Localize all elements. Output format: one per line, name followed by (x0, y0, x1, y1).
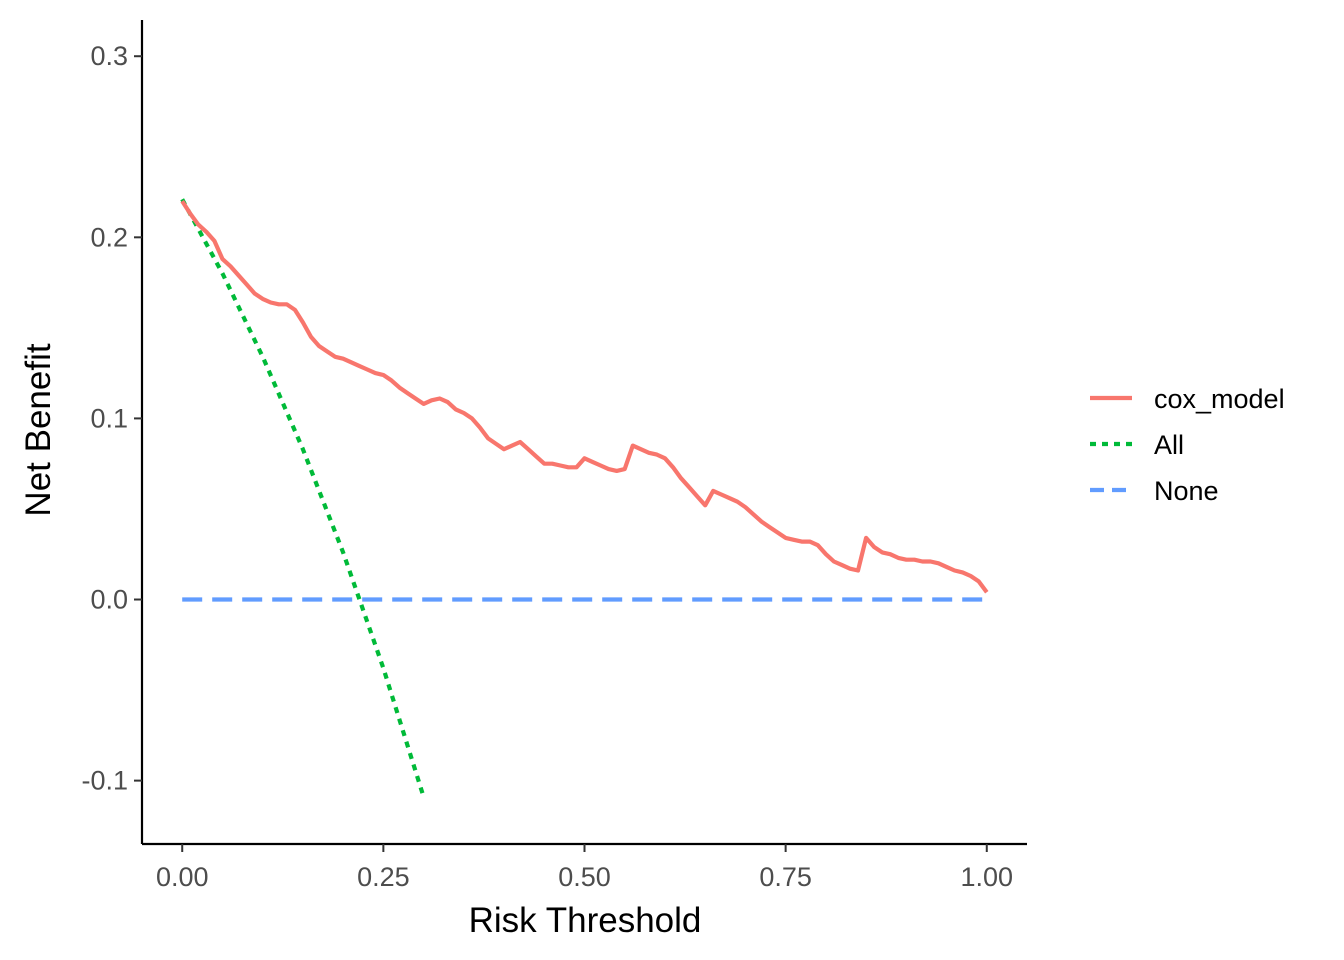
x-tick-label: 1.00 (960, 862, 1013, 892)
y-tick-label: -0.1 (81, 766, 128, 796)
x-axis-ticks: 0.00 0.25 0.50 0.75 1.00 (156, 844, 1013, 892)
series-line-cox-model (180, 199, 989, 594)
legend-label-cox-model: cox_model (1154, 384, 1285, 414)
series-line-all (180, 198, 426, 798)
y-tick-label: 0.1 (90, 403, 128, 433)
y-tick-label: 0.3 (90, 41, 128, 71)
x-tick-label: 0.75 (759, 862, 812, 892)
legend: cox_model All None (1090, 384, 1285, 506)
y-axis-ticks: -0.1 0.0 0.1 0.2 0.3 (81, 41, 142, 796)
x-tick-label: 0.25 (357, 862, 410, 892)
y-tick-label: 0.0 (90, 585, 128, 615)
x-axis-title: Risk Threshold (469, 901, 702, 940)
x-tick-label: 0.00 (156, 862, 209, 892)
plot-area (180, 198, 989, 798)
legend-label-all: All (1154, 430, 1184, 460)
y-axis-title: Net Benefit (19, 343, 58, 516)
x-tick-label: 0.50 (558, 862, 611, 892)
legend-label-none: None (1154, 476, 1219, 506)
y-tick-label: 0.2 (90, 222, 128, 252)
